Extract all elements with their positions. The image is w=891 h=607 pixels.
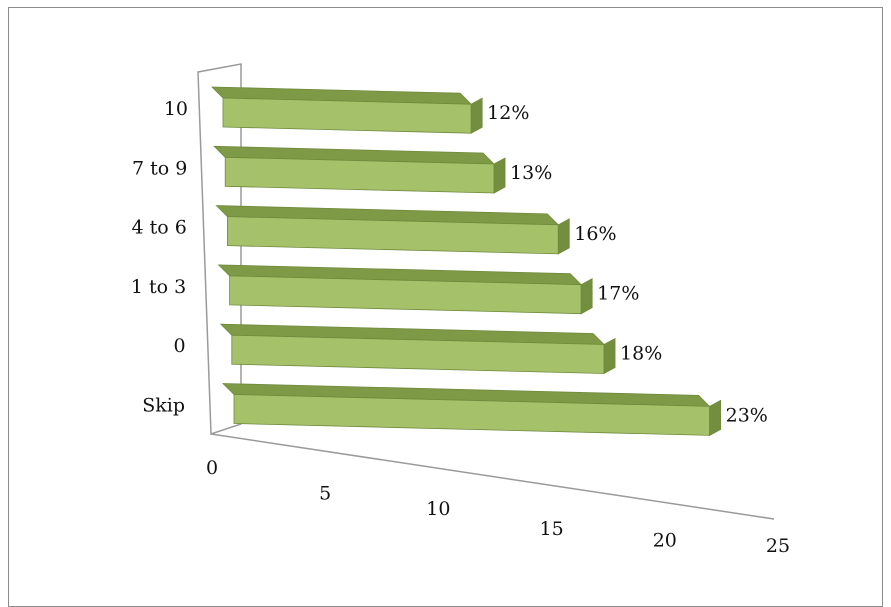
data-label-1-to-3: 17% (597, 283, 639, 305)
bar-4-to-6-side (557, 218, 570, 255)
x-axis-line (210, 433, 775, 520)
bar-0 (219, 323, 616, 375)
x-tick-label-0: 0 (206, 457, 218, 479)
x-tick-label-20: 20 (653, 529, 677, 551)
bar-1-to-3-side (580, 278, 593, 315)
labels: 12% 10 13% 7 to 9 16% 4 to 6 17% 1 to 3 18% 0 23% S… (131, 98, 790, 557)
category-label-0: 0 (174, 335, 186, 357)
data-label-0: 18% (620, 343, 662, 365)
category-label-skip: Skip (142, 395, 185, 417)
x-tick-label-25: 25 (766, 535, 790, 557)
bar-0-side (603, 337, 616, 375)
bar-skip (222, 383, 722, 437)
bar-4-to-6 (215, 205, 570, 255)
category-label-10: 10 (164, 98, 188, 120)
category-label-7-to-9: 7 to 9 (132, 157, 187, 179)
bar-10-side (470, 97, 483, 134)
bar-1-to-3 (217, 264, 593, 315)
x-tick-label-5: 5 (319, 483, 331, 505)
bars (211, 86, 722, 437)
x-tick-label-10: 10 (426, 498, 450, 520)
category-label-1-to-3: 1 to 3 (131, 276, 186, 298)
bar-7-to-9 (213, 145, 506, 194)
data-label-4-to-6: 16% (574, 223, 616, 245)
data-label-10: 12% (487, 102, 529, 124)
category-label-4-to-6: 4 to 6 (131, 217, 186, 239)
bar-10 (211, 86, 483, 134)
x-tick-label-15: 15 (540, 518, 564, 540)
bar-10-front (222, 97, 472, 134)
bar-7-to-9-side (493, 157, 506, 194)
bar-7-to-9-front (224, 156, 495, 194)
bar-skip-side (709, 399, 722, 437)
data-label-7-to-9: 13% (510, 162, 552, 184)
data-label-skip: 23% (726, 404, 768, 426)
